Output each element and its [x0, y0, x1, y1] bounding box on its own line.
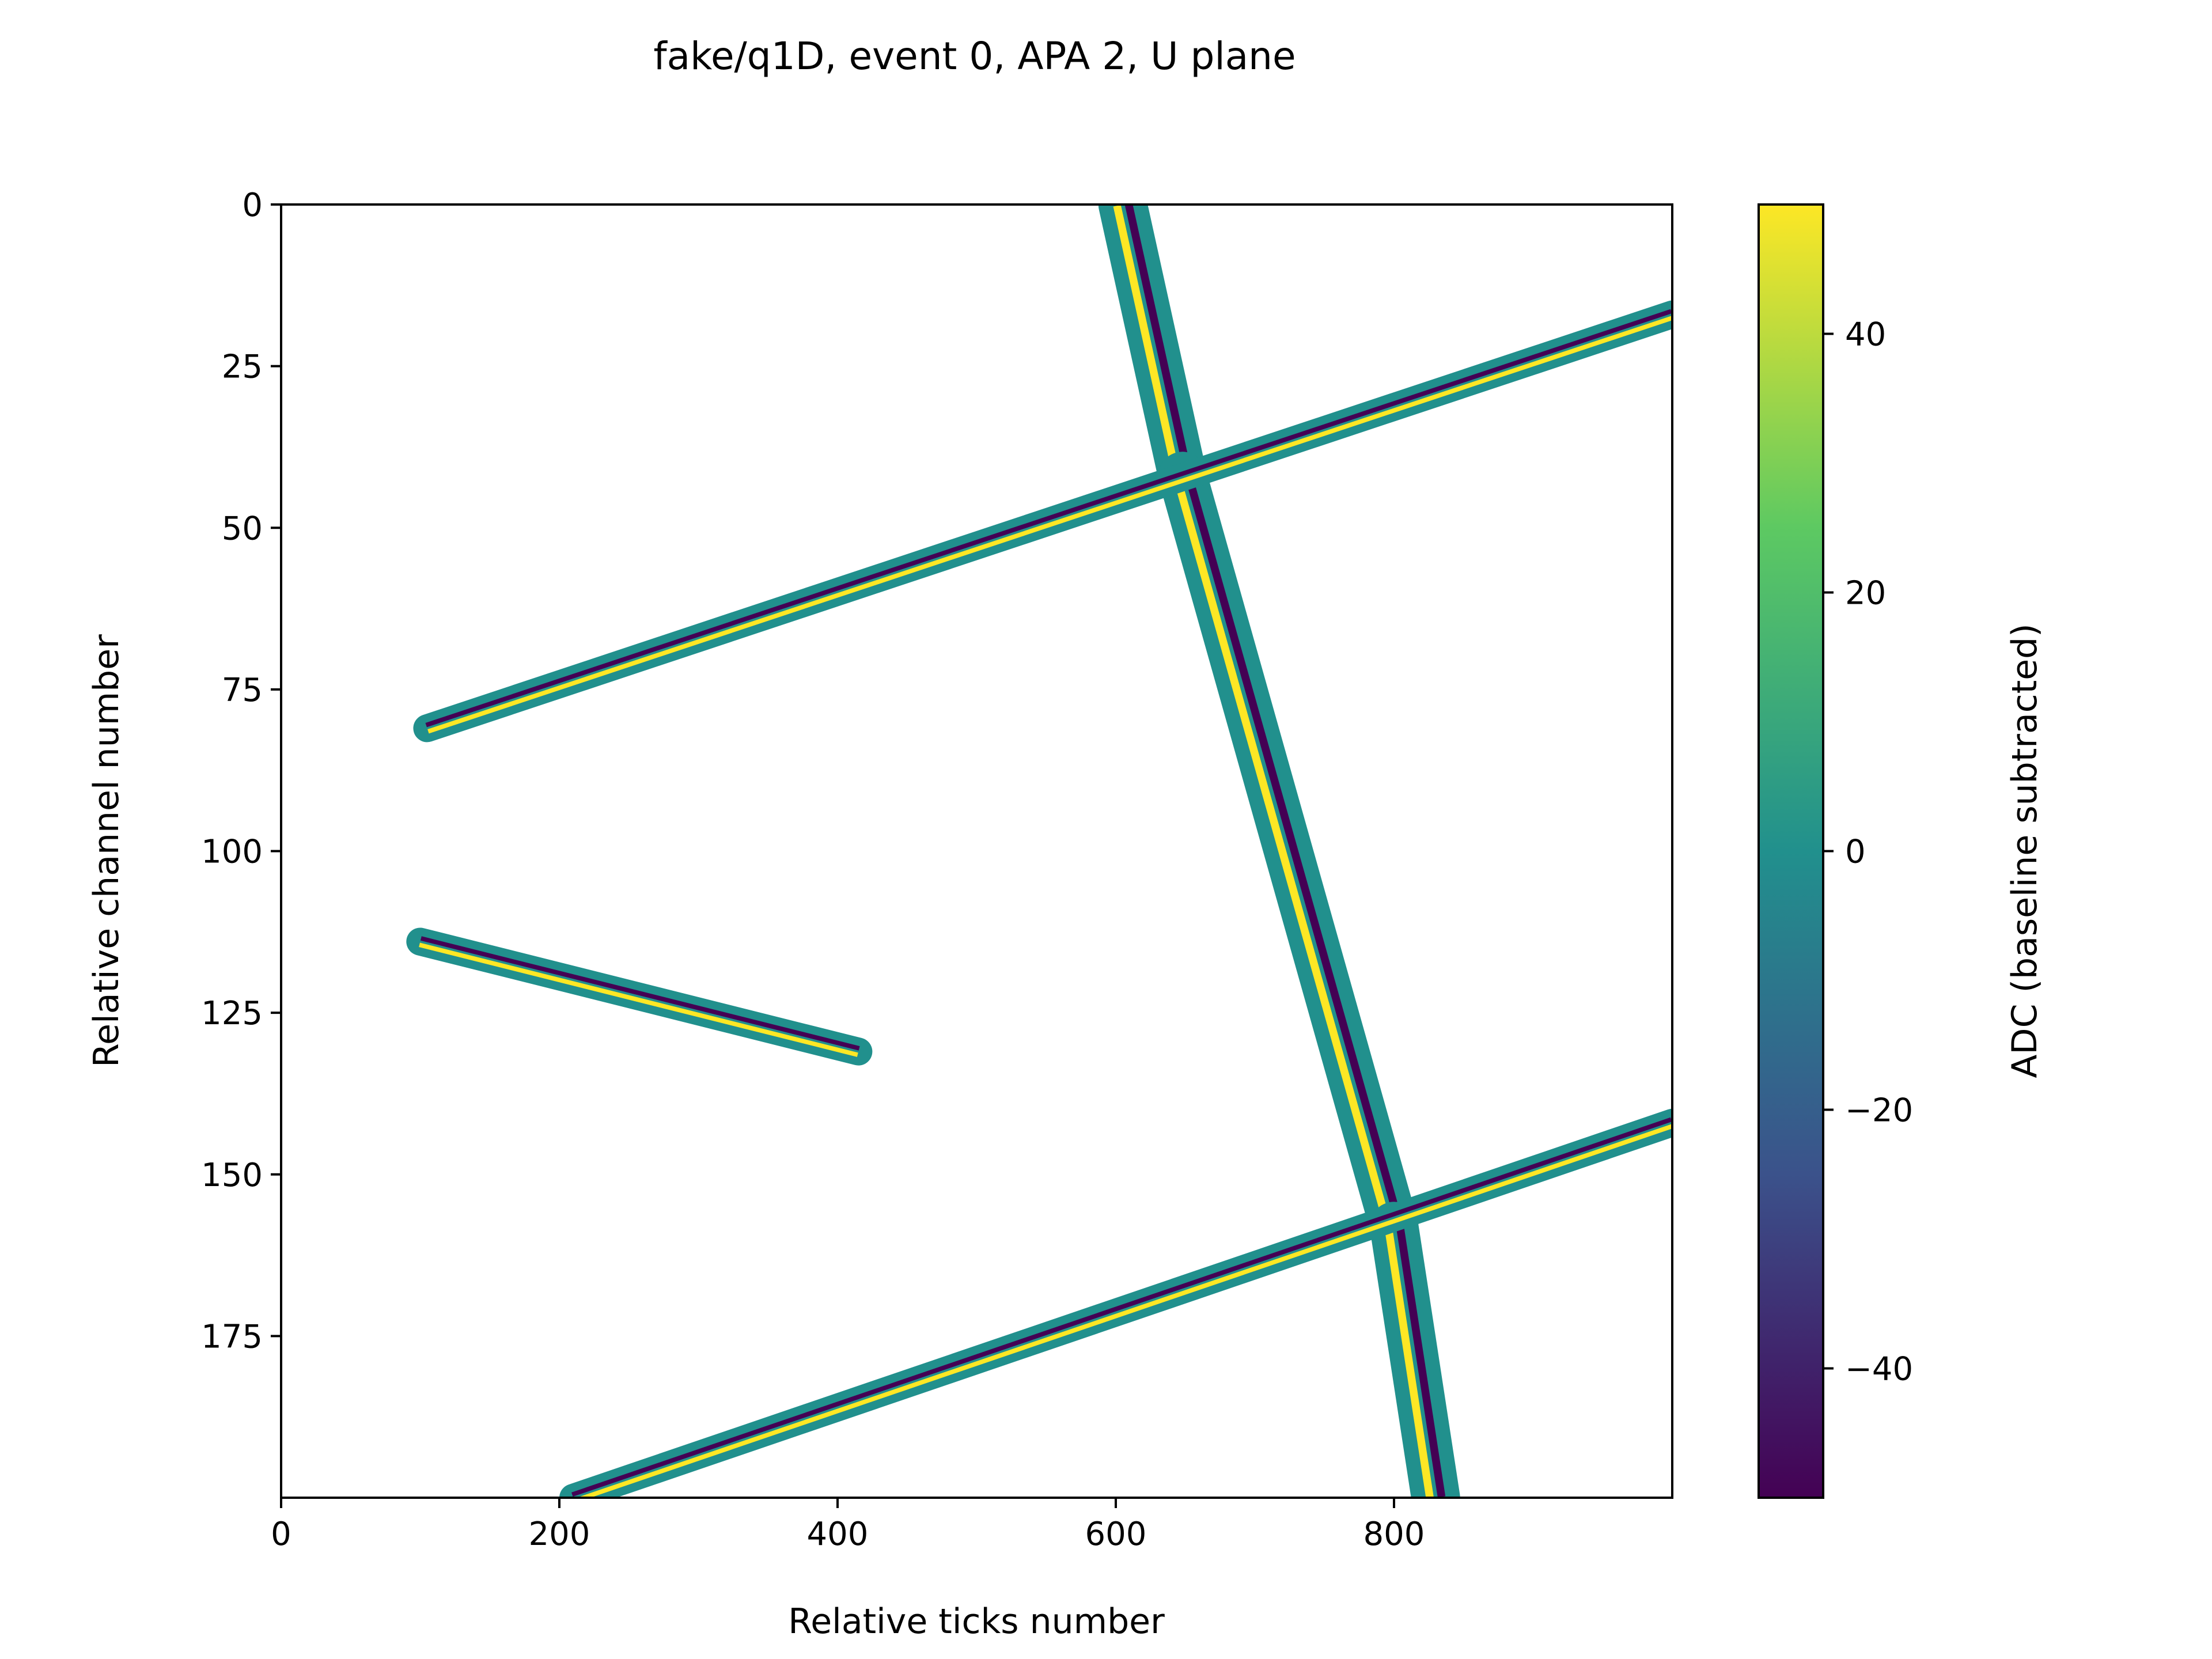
x-axis-label: Relative ticks number: [788, 1601, 1165, 1642]
chart-title: fake/q1D, event 0, APA 2, U plane: [653, 34, 1296, 78]
track-positive-2: [1384, 1226, 1434, 1498]
x-tick-label: 600: [1085, 1516, 1147, 1553]
x-tick-label: 200: [529, 1516, 590, 1553]
y-axis-label: Relative channel number: [86, 634, 127, 1067]
track-band-2: [1369, 1202, 1460, 1498]
colorbar-gradient: [1758, 203, 1824, 1499]
track-positive-1: [1173, 476, 1392, 1229]
track-negative-0: [1124, 204, 1192, 476]
x-tick-label: 400: [807, 1516, 869, 1553]
colorbar-tick-label: 20: [1845, 575, 1886, 612]
track-negative-4: [420, 936, 860, 1051]
track-positive-0: [1113, 204, 1181, 479]
colorbar-ticks: 40 20 0 −20 −40: [1823, 316, 1913, 1388]
x-tick-label: 800: [1363, 1516, 1425, 1553]
y-tick-label: 175: [201, 1318, 263, 1355]
colorbar-tick-label: −40: [1845, 1351, 1913, 1388]
colorbar-label: ADC (baseline subtracted): [2005, 623, 2045, 1078]
track-band-4: [406, 927, 873, 1066]
track-band-5: [559, 1108, 1672, 1498]
plot-area: [280, 203, 1673, 1499]
y-tick-label: 0: [242, 187, 263, 224]
track-band-1: [1158, 452, 1419, 1251]
colorbar-tick-label: 0: [1845, 834, 1866, 871]
track-negative-2: [1396, 1224, 1446, 1498]
x-axis: 0 200 400 600 800: [271, 1498, 1425, 1553]
track-positive-5: [577, 1123, 1672, 1498]
track-band-3: [413, 300, 1672, 743]
y-tick-label: 50: [222, 510, 263, 547]
y-axis: 0 25 50 75 100 125 150 175: [201, 187, 281, 1355]
colorbar-tick-label: 40: [1845, 316, 1886, 354]
plot-background: [281, 204, 1672, 1498]
y-tick-label: 150: [201, 1157, 263, 1194]
track-negative-3: [425, 309, 1672, 728]
y-tick-label: 100: [201, 834, 263, 871]
track-positive-3: [427, 315, 1672, 734]
colorbar: 40 20 0 −20 −40 ADC (baseline subtracted): [1758, 203, 2045, 1499]
track-band-0: [1098, 204, 1207, 501]
y-tick-label: 25: [222, 349, 263, 386]
y-tick-label: 125: [201, 995, 263, 1032]
track-negative-1: [1184, 473, 1404, 1226]
track-positive-4: [419, 942, 858, 1057]
y-tick-label: 75: [222, 672, 263, 709]
x-tick-label: 0: [271, 1516, 291, 1553]
track-layer: [406, 204, 1672, 1498]
track-negative-5: [571, 1117, 1672, 1497]
colorbar-tick-label: −20: [1845, 1092, 1913, 1130]
